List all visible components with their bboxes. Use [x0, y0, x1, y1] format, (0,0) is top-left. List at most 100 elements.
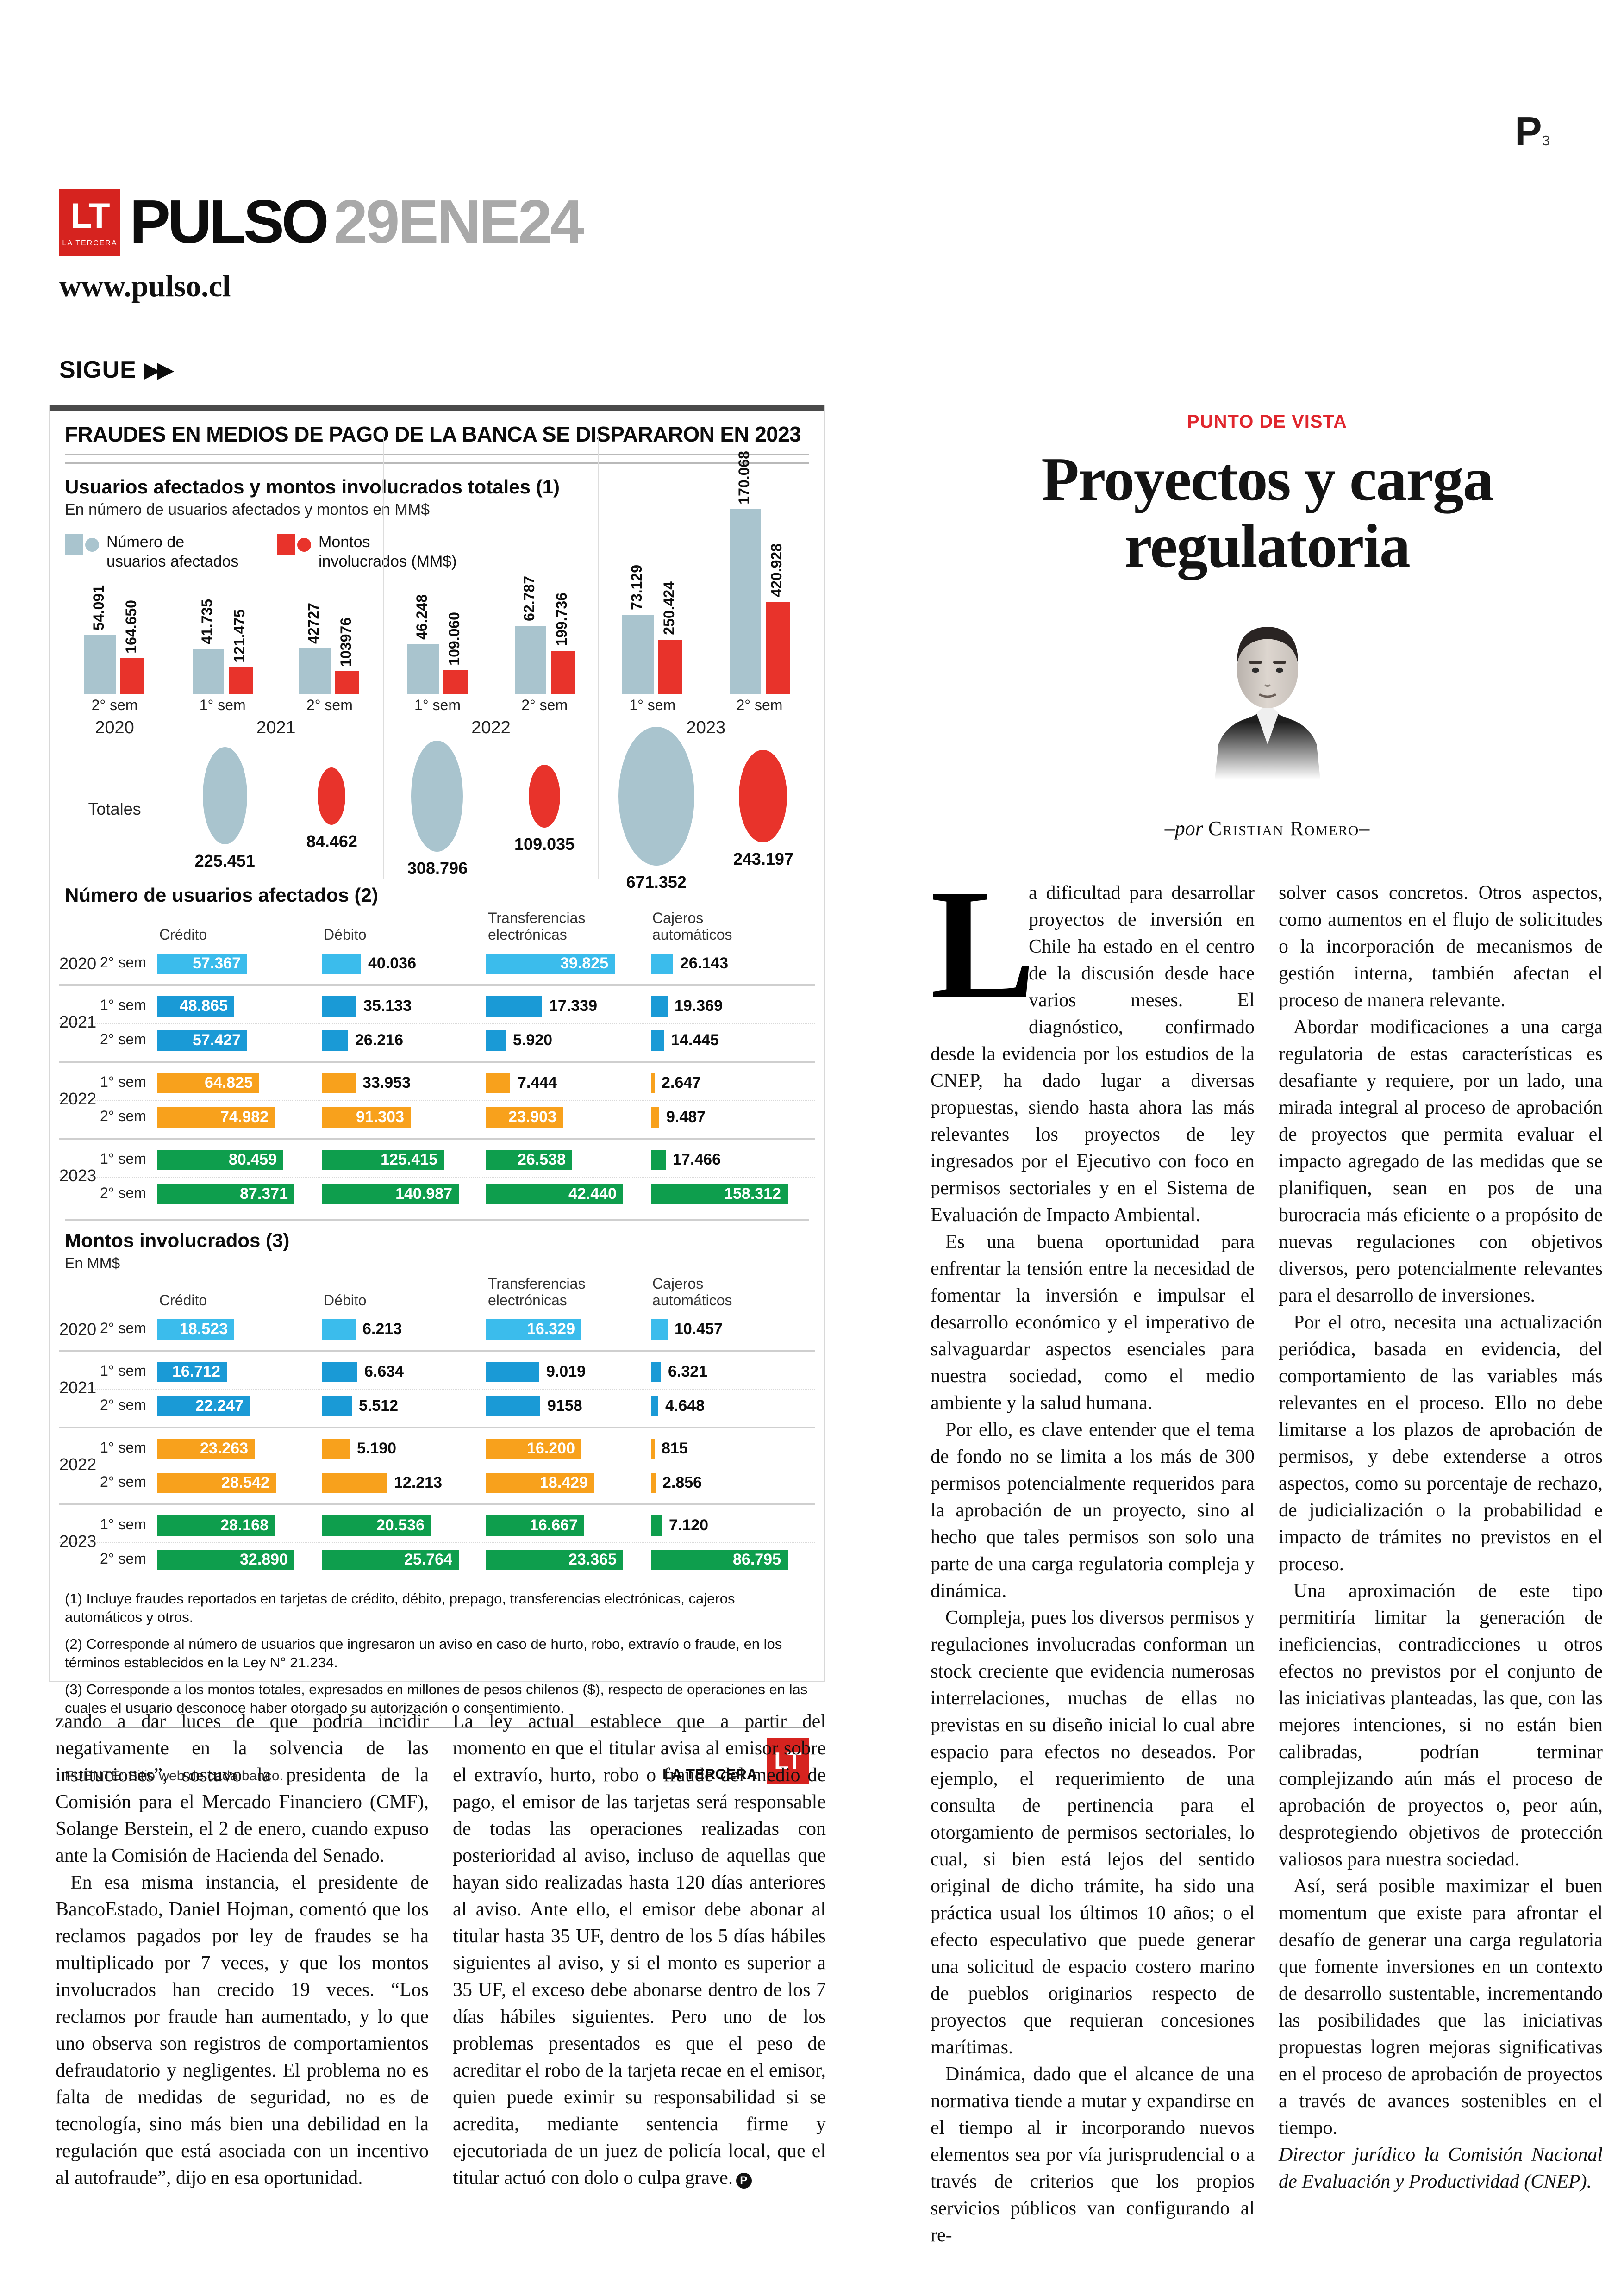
totals-row: 225.451 84.462	[169, 739, 383, 879]
year-block-2022: 46.248 109.060 62.787 199.736 1° sem 2° sem 20…	[383, 433, 598, 879]
value-cell: 22.247	[157, 1396, 322, 1416]
value-label: 9.019	[546, 1363, 586, 1380]
opinion-column-2: solver casos concretos. Otros aspectos, …	[1279, 879, 1603, 2249]
legend-square	[65, 534, 83, 555]
value-bar	[486, 1362, 539, 1382]
total-usuarios-circle	[618, 726, 694, 865]
value-bar	[650, 1073, 654, 1093]
value-label: 16.712	[172, 1363, 220, 1380]
opinion-paragraph: Por ello, es clave entender que el tema …	[931, 1418, 1255, 1602]
lt-logo-letters: LT	[70, 197, 110, 236]
source-rule	[65, 1727, 809, 1728]
value-label: 33.953	[362, 1074, 411, 1091]
page-number: P3	[1515, 109, 1550, 156]
table-header-row: Crédito Débito Transferencias electrónicas C…	[59, 1277, 815, 1310]
value-label: 6.634	[364, 1363, 404, 1380]
article-paragraph: zando a dar luces de que podría incidir …	[56, 1710, 429, 1866]
total-montos-value: 84.462	[306, 832, 357, 850]
row-sem: 1° sem	[100, 1075, 146, 1091]
row-year: 2021	[59, 1378, 97, 1397]
column-header: Cajeros automáticos	[652, 911, 732, 943]
lt-logo: LT LA TERCERA	[59, 189, 120, 256]
value-cell: 39.825	[486, 954, 650, 974]
users-bar-value: 41.735	[200, 599, 216, 644]
sem-separator	[59, 1177, 815, 1178]
column-header: Cajeros automáticos	[652, 1277, 732, 1309]
value-label: 64.825	[205, 1074, 253, 1091]
value-cell: 57.427	[157, 1030, 322, 1051]
value-cell: 17.466	[650, 1150, 815, 1170]
year-block-2021: 41.735 121.475 42727 103976 1° sem 2° sem 2021…	[168, 433, 383, 879]
table-row: 2020 2° sem 18.523 6.213 16.329 10.457	[59, 1314, 815, 1345]
opinion-headline: Proyectos y carga regulatoria	[1041, 445, 1494, 580]
value-cell: 19.369	[650, 996, 815, 1017]
hair	[1236, 627, 1298, 665]
value-bar	[322, 996, 356, 1017]
value-cell: 74.982	[157, 1107, 322, 1128]
value-cell: 28.168	[157, 1515, 322, 1536]
byline: –por Cristian Romero–	[931, 817, 1604, 841]
value-label: 57.367	[193, 954, 241, 972]
value-bar: 80.459	[157, 1150, 283, 1170]
sem-labels-row: 2° sem	[61, 694, 168, 715]
bar-pair: 46.248 109.060	[384, 433, 491, 694]
article-column-1: zando a dar luces de que podría incidir …	[56, 1708, 429, 2191]
total-montos: 243.197	[733, 749, 793, 869]
bars-row: 46.248 109.060 62.787 199.736	[384, 433, 598, 694]
value-cell: 64.825	[157, 1073, 322, 1093]
total-usuarios-value: 225.451	[194, 852, 255, 870]
infographic-card: FRAUDES EN MEDIOS DE PAGO DE LA BANCA SE…	[49, 405, 825, 1784]
value-bar: 140.987	[322, 1184, 459, 1204]
opinion-paragraph: Dinámica, dado que el alcance de una nor…	[931, 2063, 1255, 2246]
opinion-kicker: PUNTO DE VISTA	[1187, 412, 1347, 432]
value-bar: 23.903	[486, 1107, 563, 1128]
value-bar: 125.415	[322, 1150, 444, 1170]
byline-prefix: por	[1174, 817, 1203, 840]
value-label: 6.321	[668, 1363, 708, 1380]
value-cell: 18.523	[157, 1319, 322, 1340]
total-usuarios: 308.796	[407, 740, 468, 878]
value-cell: 5.190	[322, 1439, 486, 1459]
year-separator	[59, 1138, 815, 1140]
value-label: 2.647	[662, 1074, 701, 1091]
sem-labels-row: 1° sem 2° sem	[169, 694, 383, 715]
value-label: 17.466	[673, 1151, 721, 1168]
sem-separator	[59, 1023, 815, 1024]
value-cell: 86.795	[650, 1550, 815, 1570]
source-row: FUENTE: Sitio web de cada banco. LA TERC…	[65, 1738, 809, 1784]
value-label: 26.216	[355, 1031, 403, 1049]
legend-circle	[297, 537, 311, 551]
article-continuation: zando a dar luces de que podría incidir …	[56, 1708, 826, 2191]
value-label: 7.444	[518, 1074, 557, 1091]
value-bar	[322, 1030, 348, 1051]
table-row: 2022 1° sem 23.263 5.190 16.200 815	[59, 1433, 815, 1473]
article-paragraph: La ley actual establece que a partir del…	[453, 1710, 826, 2189]
sem-label: 2° sem	[306, 698, 353, 714]
amounts-bar: 164.650	[120, 600, 145, 694]
row-year: 2022	[59, 1089, 97, 1108]
value-label: 7.120	[669, 1516, 709, 1534]
total-montos-circle	[739, 749, 787, 842]
year-label: 2023	[686, 718, 726, 738]
sem-label: 2° sem	[91, 698, 138, 714]
users-bar-value: 73.129	[630, 565, 646, 610]
sem-labels-row: 1° sem 2° sem	[599, 694, 813, 715]
value-label: 26.538	[518, 1151, 566, 1168]
users-bar: 73.129	[622, 565, 654, 694]
sem-separator	[59, 1389, 815, 1390]
bar-pair: 54.091 164.650	[61, 433, 168, 694]
users-bar-value: 46.248	[415, 594, 431, 640]
byline-dash: –	[1164, 817, 1175, 840]
value-cell: 9158	[486, 1396, 650, 1416]
card-top-rule	[50, 405, 824, 411]
value-cell: 16.329	[486, 1319, 650, 1340]
double-rule	[65, 454, 809, 464]
amounts-bar: 121.475	[228, 609, 253, 694]
year-separator	[59, 1061, 815, 1063]
year-separator	[59, 1427, 815, 1428]
value-label: 125.415	[381, 1151, 437, 1168]
value-label: 9.487	[666, 1108, 706, 1126]
value-bar: 16.200	[486, 1439, 581, 1459]
row-sem: 2° sem	[100, 1398, 146, 1414]
